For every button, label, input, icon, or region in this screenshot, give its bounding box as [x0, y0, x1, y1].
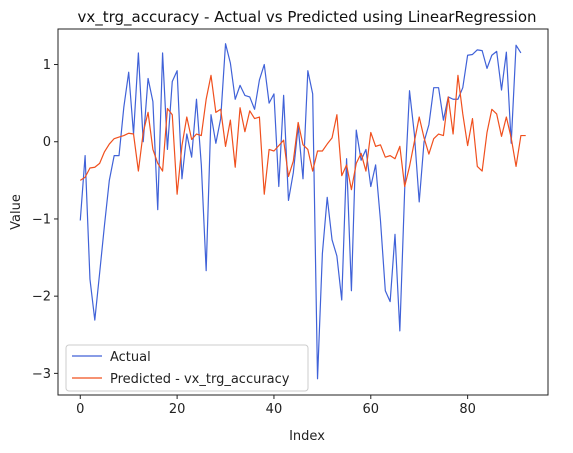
y-tick-label: 1 [43, 58, 51, 73]
x-tick-label: 20 [169, 402, 186, 417]
x-axis-label: Index [289, 429, 325, 444]
x-tick-label: 60 [363, 402, 380, 417]
y-axis-label: Value [9, 194, 24, 230]
y-tick-label: −1 [32, 212, 51, 227]
x-axis: 0 20 40 60 80 [76, 395, 476, 417]
x-tick-label: 40 [266, 402, 283, 417]
legend-box [65, 344, 309, 392]
plot-area: 0 20 40 60 80 −3 −2 −1 0 1 [32, 28, 549, 417]
series-line-predicted-vx-trg-accuracy [79, 74, 526, 195]
y-tick-label: 0 [43, 135, 51, 150]
x-tick-label: 0 [76, 402, 84, 417]
y-tick-label: −3 [32, 367, 51, 382]
x-tick-label: 80 [459, 402, 476, 417]
y-axis: −3 −2 −1 0 1 [32, 58, 58, 382]
y-tick-label: −2 [32, 290, 51, 305]
legend-label-predicted: Predicted - vx_trg_accuracy [110, 372, 290, 387]
series-layer [79, 43, 526, 380]
chart-title: vx_trg_accuracy - Actual vs Predicted us… [77, 8, 536, 27]
legend: Actual Predicted - vx_trg_accuracy [65, 344, 309, 392]
plot-frame [57, 28, 549, 396]
legend-label-actual: Actual [110, 350, 151, 365]
